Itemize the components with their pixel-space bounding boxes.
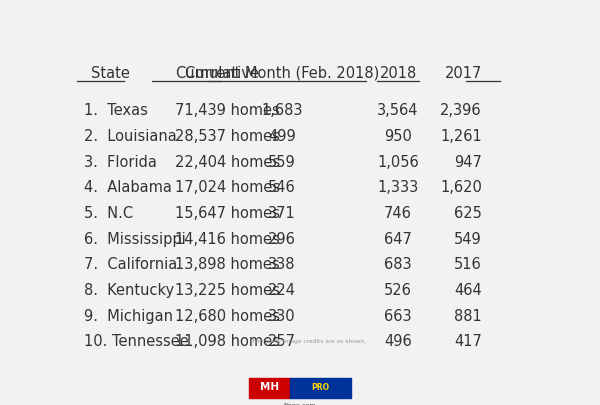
Text: 2.  Louisiana: 2. Louisiana xyxy=(84,129,177,144)
Text: 17,024 homes: 17,024 homes xyxy=(175,180,280,195)
Text: 663: 663 xyxy=(385,308,412,323)
Text: 3,564: 3,564 xyxy=(377,103,419,118)
Bar xyxy=(290,378,351,398)
Text: 11,098 homes: 11,098 homes xyxy=(175,333,280,348)
Text: 464: 464 xyxy=(454,282,482,297)
Text: 549: 549 xyxy=(454,231,482,246)
Text: 746: 746 xyxy=(384,205,412,220)
Text: 546: 546 xyxy=(268,180,296,195)
Text: 6.  Mississippi: 6. Mississippi xyxy=(84,231,186,246)
Text: Third party image credits are as shown.: Third party image credits are as shown. xyxy=(249,338,366,343)
Text: 13,225 homes: 13,225 homes xyxy=(175,282,280,297)
Text: 1,683: 1,683 xyxy=(261,103,302,118)
Text: 13,898 homes: 13,898 homes xyxy=(175,257,280,272)
Text: 1.  Texas: 1. Texas xyxy=(84,103,148,118)
Text: 496: 496 xyxy=(384,333,412,348)
Text: 22,404 homes: 22,404 homes xyxy=(175,154,280,169)
Text: 1,261: 1,261 xyxy=(440,129,482,144)
Text: 12,680 homes: 12,680 homes xyxy=(175,308,280,323)
Text: Current Month (Feb. 2018): Current Month (Feb. 2018) xyxy=(185,66,379,81)
Text: 330: 330 xyxy=(268,308,296,323)
Bar xyxy=(249,378,290,398)
Text: 950: 950 xyxy=(384,129,412,144)
Text: 15,647 homes: 15,647 homes xyxy=(175,205,280,220)
Text: 7.  California: 7. California xyxy=(84,257,178,272)
Text: 947: 947 xyxy=(454,154,482,169)
Text: 526: 526 xyxy=(384,282,412,297)
Text: 8.  Kentucky: 8. Kentucky xyxy=(84,282,175,297)
Text: 4.  Alabama: 4. Alabama xyxy=(84,180,172,195)
Text: 1,056: 1,056 xyxy=(377,154,419,169)
Text: 417: 417 xyxy=(454,333,482,348)
Text: 683: 683 xyxy=(385,257,412,272)
Text: 559: 559 xyxy=(268,154,296,169)
Text: 71,439 homes: 71,439 homes xyxy=(175,103,280,118)
Text: 338: 338 xyxy=(268,257,296,272)
Text: 10. Tennessee: 10. Tennessee xyxy=(84,333,189,348)
Text: 257: 257 xyxy=(268,333,296,348)
Text: 9.  Michigan: 9. Michigan xyxy=(84,308,173,323)
Text: 516: 516 xyxy=(454,257,482,272)
Text: 881: 881 xyxy=(454,308,482,323)
Text: 647: 647 xyxy=(384,231,412,246)
Text: 224: 224 xyxy=(268,282,296,297)
Text: Cumulative: Cumulative xyxy=(175,66,259,81)
Text: 5.  N.C: 5. N.C xyxy=(84,205,133,220)
Text: 1,333: 1,333 xyxy=(377,180,419,195)
Text: 1,620: 1,620 xyxy=(440,180,482,195)
Text: 371: 371 xyxy=(268,205,296,220)
Text: News.com: News.com xyxy=(284,402,316,405)
Text: 2017: 2017 xyxy=(445,66,482,81)
Text: 625: 625 xyxy=(454,205,482,220)
Text: PRO: PRO xyxy=(311,382,329,391)
Text: 3.  Florida: 3. Florida xyxy=(84,154,157,169)
Text: 14,416 homes: 14,416 homes xyxy=(175,231,280,246)
Text: MH: MH xyxy=(260,382,279,392)
Text: 28,537 homes: 28,537 homes xyxy=(175,129,280,144)
Text: 499: 499 xyxy=(268,129,296,144)
Text: 2,396: 2,396 xyxy=(440,103,482,118)
Text: State: State xyxy=(91,66,130,81)
Text: 296: 296 xyxy=(268,231,296,246)
Text: 2018: 2018 xyxy=(380,66,417,81)
